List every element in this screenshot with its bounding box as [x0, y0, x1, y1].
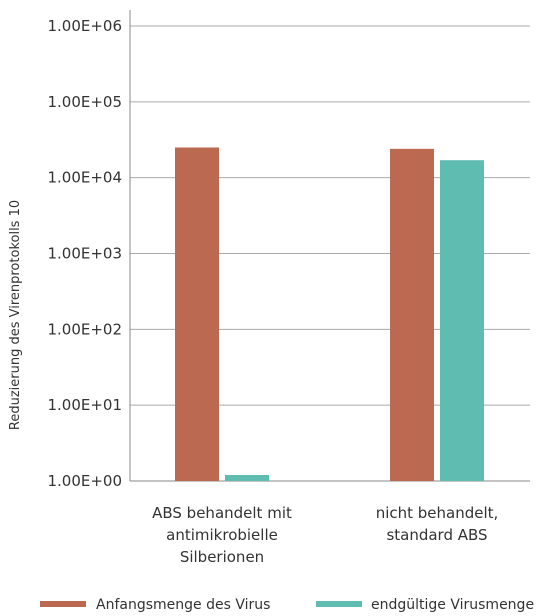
- category-label-line: ABS behandelt mit: [152, 504, 292, 522]
- bar-anfangsmenge-1: [390, 148, 434, 481]
- legend-label: endgültige Virusmenge: [371, 597, 534, 613]
- legend: Anfangsmenge des Virus endgültige Virusme…: [40, 597, 534, 613]
- category-labels: ABS behandelt mit antimikrobielle Silberio…: [152, 504, 498, 566]
- bars: [175, 147, 484, 481]
- y-tick-label: 1.00E+05: [47, 93, 122, 111]
- category-label: ABS behandelt mit antimikrobielle Silberio…: [152, 504, 292, 566]
- category-label-line: antimikrobielle: [166, 526, 278, 544]
- legend-label: Anfangsmenge des Virus: [96, 597, 270, 613]
- y-tick-label: 1.00E+04: [47, 169, 122, 187]
- category-label-line: nicht behandelt,: [376, 504, 499, 522]
- y-tick-label: 1.00E+00: [47, 472, 122, 490]
- legend-swatch: [316, 601, 362, 607]
- y-tick-label: 1.00E+03: [47, 245, 122, 263]
- category-label-line: standard ABS: [386, 526, 487, 544]
- bar-anfangsmenge-0: [175, 147, 219, 481]
- bar-endgueltig-1: [440, 160, 484, 481]
- y-tick-label: 1.00E+06: [47, 17, 122, 35]
- y-axis-title: Reduzierung des Virenprotokolls 10: [8, 200, 23, 430]
- y-tick-label: 1.00E+02: [47, 320, 122, 338]
- category-label: nicht behandelt, standard ABS: [376, 504, 499, 544]
- bar-endgueltig-0: [225, 474, 269, 481]
- y-tick-labels: 1.00E+00 1.00E+01 1.00E+02 1.00E+03 1.00E+04…: [47, 17, 122, 490]
- category-label-line: Silberionen: [180, 548, 264, 566]
- legend-swatch: [40, 601, 86, 607]
- y-tick-label: 1.00E+01: [47, 396, 122, 414]
